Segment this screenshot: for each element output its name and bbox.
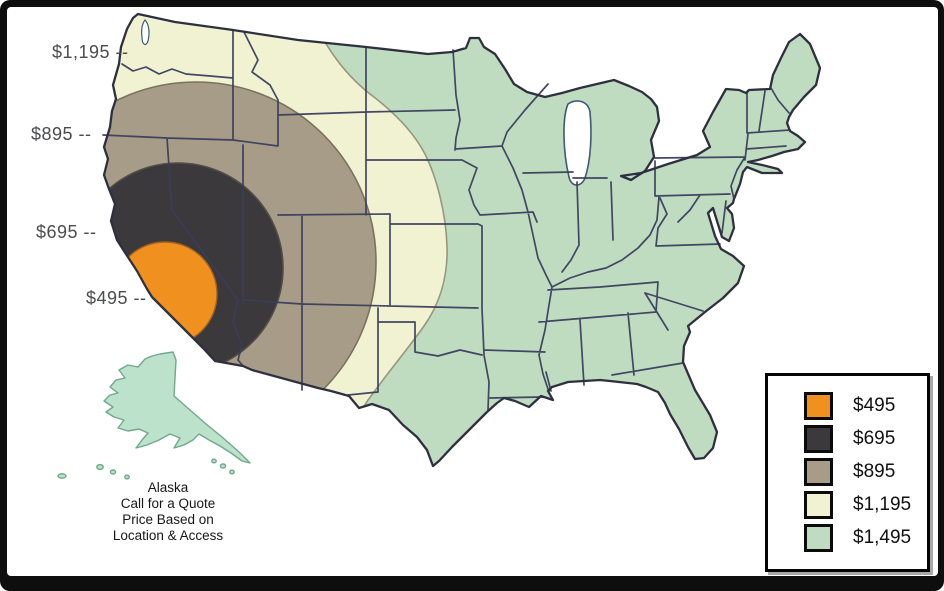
alaska-caption-line-2: Call for a Quote [120,496,216,511]
alaska-caption-line-1: Alaska [147,480,189,495]
price-callout-495: $495 -- [86,288,147,308]
legend-label-895: $895 [853,461,896,482]
alaska-inset [57,351,251,480]
alaska-caption-line-4: Location & Access [112,528,224,543]
puget-sound [141,19,150,46]
alaska-island [219,463,227,469]
price-callout-1195: $1,195 -- [52,42,129,62]
price-callout-895: $895 -- [31,124,92,144]
lower48-outline [102,12,822,468]
legend-swatch-1195 [804,491,833,519]
legend-row-1195: $1,195 [804,491,927,519]
legend-label-495: $495 [853,395,896,416]
legend-row-895: $895 [804,458,927,486]
legend-row-695: $695 [804,425,927,453]
state-borders [102,29,791,411]
alaska-caption-line-3: Price Based on [122,512,214,527]
legend-row-495: $495 [804,392,927,420]
legend-label-1195: $1,195 [853,494,912,515]
alaska-island [124,474,130,480]
legend-row-1495: $1,495 [804,524,927,552]
alaska-island [96,463,104,471]
alaska-island [229,469,235,475]
legend-swatch-495 [804,392,833,420]
alaska-shape [103,351,251,464]
alaska-island [57,473,67,479]
legend-swatch-1495 [804,524,833,552]
alaska-caption: Alaska Call for a Quote Price Based on L… [88,480,248,544]
legend-label-695: $695 [853,428,896,449]
legend-swatch-895 [804,458,833,486]
price-callout-695: $695 -- [36,222,97,242]
price-legend: $495 $695 $895 $1,195 $1,495 [765,373,930,572]
alaska-island [211,458,217,464]
legend-label-1495: $1,495 [853,527,912,548]
alaska-island [109,469,117,475]
legend-swatch-695 [804,425,833,453]
